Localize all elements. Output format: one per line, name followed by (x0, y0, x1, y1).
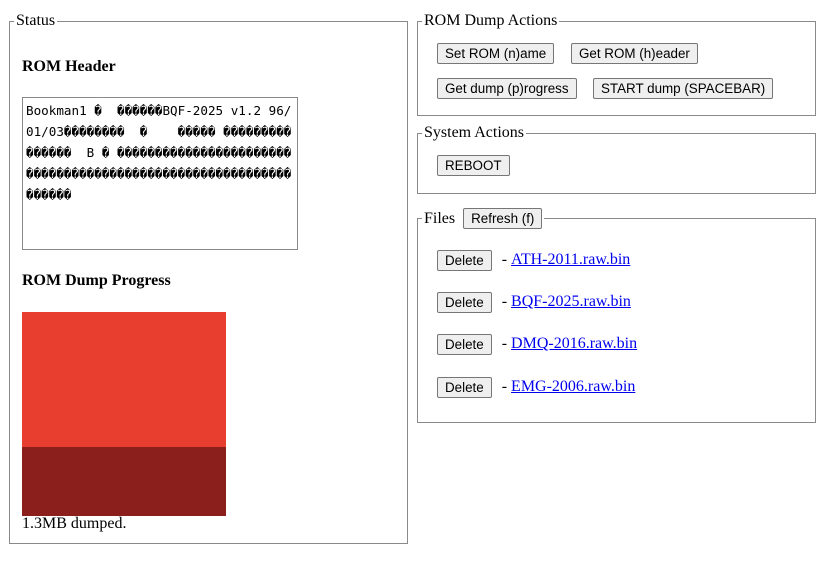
file-row: Delete - ATH-2011.raw.bin (437, 249, 630, 271)
delete-button[interactable]: Delete (437, 333, 492, 355)
get-dump-progress-button[interactable]: Get dump (p)rogress (437, 78, 577, 99)
refresh-button[interactable]: Refresh (f) (463, 208, 543, 229)
file-row: Delete - DMQ-2016.raw.bin (437, 333, 637, 355)
file-separator: - (501, 335, 508, 352)
status-panel: Status (9, 12, 408, 544)
file-link[interactable]: ATH-2011.raw.bin (511, 251, 631, 268)
delete-button[interactable]: Delete (437, 291, 492, 313)
file-row: Delete - BQF-2025.raw.bin (437, 291, 631, 313)
delete-button[interactable]: Delete (437, 376, 492, 398)
progress-title: ROM Dump Progress (22, 272, 171, 289)
file-separator: - (501, 378, 508, 395)
files-legend: Files Refresh (f) (422, 208, 544, 229)
file-row: Delete - EMG-2006.raw.bin (437, 376, 635, 398)
system-actions-legend: System Actions (424, 124, 525, 141)
reboot-button[interactable]: REBOOT (437, 155, 510, 176)
rom-header-text: Bookman1 � ������BQF-2025 v1.2 96/01/03�… (22, 97, 298, 250)
file-link[interactable]: DMQ-2016.raw.bin (511, 335, 638, 352)
file-separator: - (501, 293, 508, 310)
get-rom-header-button[interactable]: Get ROM (h)eader (571, 43, 698, 64)
file-link[interactable]: BQF-2025.raw.bin (511, 293, 631, 310)
system-actions-panel: System Actions (417, 124, 816, 194)
rom-header-title: ROM Header (22, 58, 116, 75)
file-link[interactable]: EMG-2006.raw.bin (511, 378, 636, 395)
files-legend-label: Files (424, 209, 456, 227)
dump-progress-fill (22, 446, 226, 516)
files-panel: Files Refresh (f) (417, 208, 816, 423)
status-legend: Status (16, 12, 56, 29)
dumped-status-text: 1.3MB dumped. (22, 515, 127, 532)
delete-button[interactable]: Delete (437, 249, 492, 271)
start-dump-button[interactable]: START dump (SPACEBAR) (593, 78, 774, 99)
dump-progress-bar (22, 312, 226, 516)
rom-dump-actions-legend: ROM Dump Actions (424, 12, 558, 29)
set-rom-name-button[interactable]: Set ROM (n)ame (437, 43, 555, 64)
file-separator: - (501, 251, 508, 268)
rom-dump-actions-panel: ROM Dump Actions (417, 12, 816, 116)
